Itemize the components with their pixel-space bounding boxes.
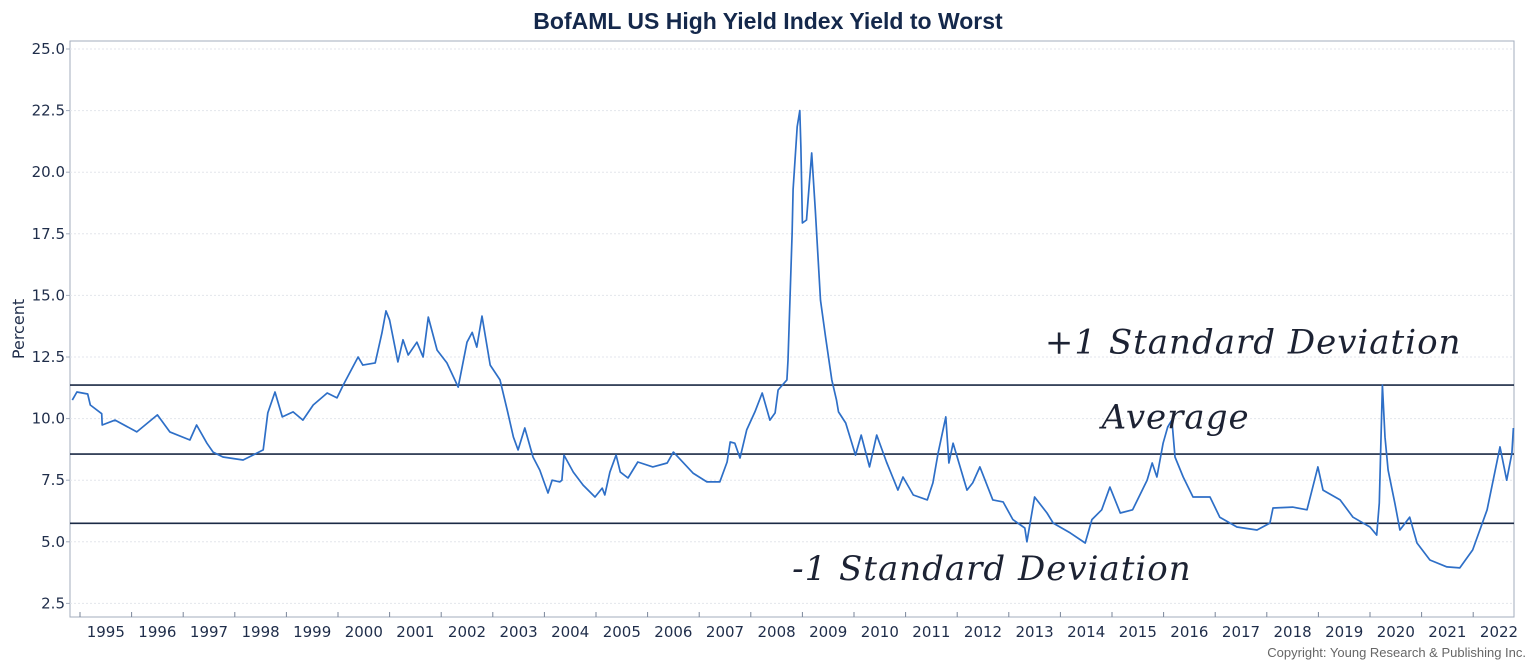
x-tick-label: 2012 — [964, 623, 1002, 641]
x-tick-label: 2008 — [758, 623, 796, 641]
y-tick-label: 12.5 — [32, 348, 65, 366]
x-tick-label: 2001 — [396, 623, 434, 641]
annotations: +1 Standard Deviation Average -1 Standard … — [792, 322, 1462, 589]
x-tick-label: 2020 — [1377, 623, 1415, 641]
x-tick-label: 2005 — [603, 623, 641, 641]
x-tick-label: 2019 — [1325, 623, 1363, 641]
x-tick-label: 2007 — [706, 623, 744, 641]
x-tick-label: 1999 — [293, 623, 331, 641]
y-tick-label: 2.5 — [41, 594, 65, 612]
annotation-label: -1 Standard Deviation — [792, 549, 1192, 589]
x-tick-label: 2011 — [912, 623, 950, 641]
x-tick-label: 2022 — [1480, 623, 1518, 641]
y-tick-label: 22.5 — [32, 102, 65, 120]
x-tick-label: 2018 — [1274, 623, 1312, 641]
plot-area — [69, 40, 1515, 618]
reference-lines — [70, 384, 1514, 525]
x-tick-label: 2002 — [448, 623, 486, 641]
annotation-label: +1 Standard Deviation — [1045, 322, 1462, 362]
x-tick-label: 2014 — [1067, 623, 1105, 641]
x-tick-label: 1998 — [242, 623, 280, 641]
x-axis: 1995 1996 1997 1998 1999 2000 2001 2002 2003 2004… — [79, 612, 1518, 641]
x-tick-label: 1996 — [138, 623, 176, 641]
y-tick-label: 10.0 — [32, 410, 65, 428]
y-tick-label: 5.0 — [41, 533, 65, 551]
y-axis: 2.5 5.0 7.5 10.0 12.5 15.0 17.5 20.0 22.5 25.0 — [32, 40, 70, 612]
copyright: Copyright: Young Research & Publishing I… — [1267, 645, 1526, 660]
y-axis-label: Percent — [9, 299, 28, 359]
x-tick-label: 2013 — [1016, 623, 1054, 641]
x-tick-label: 2009 — [809, 623, 847, 641]
x-tick-label: 2003 — [500, 623, 538, 641]
x-tick-label: 2017 — [1222, 623, 1260, 641]
x-tick-label: 1997 — [190, 623, 228, 641]
annotation-label: Average — [1099, 397, 1250, 437]
x-tick-label: 2015 — [1119, 623, 1157, 641]
x-tick-label: 2006 — [654, 623, 692, 641]
x-tick-label: 1995 — [87, 623, 125, 641]
y-tick-label: 17.5 — [32, 225, 65, 243]
x-tick-label: 2010 — [861, 623, 899, 641]
x-tick-label: 2000 — [345, 623, 383, 641]
y-tick-label: 25.0 — [32, 40, 65, 58]
x-tick-label: 2021 — [1428, 623, 1466, 641]
y-tick-label: 7.5 — [41, 471, 65, 489]
x-tick-label: 2016 — [1170, 623, 1208, 641]
series-line-yield — [71, 109, 1515, 569]
y-tick-label: 20.0 — [32, 163, 65, 181]
x-tick-label: 2004 — [551, 623, 589, 641]
chart-title: BofAML US High Yield Index Yield to Wors… — [533, 8, 1003, 34]
y-tick-label: 15.0 — [32, 286, 65, 304]
